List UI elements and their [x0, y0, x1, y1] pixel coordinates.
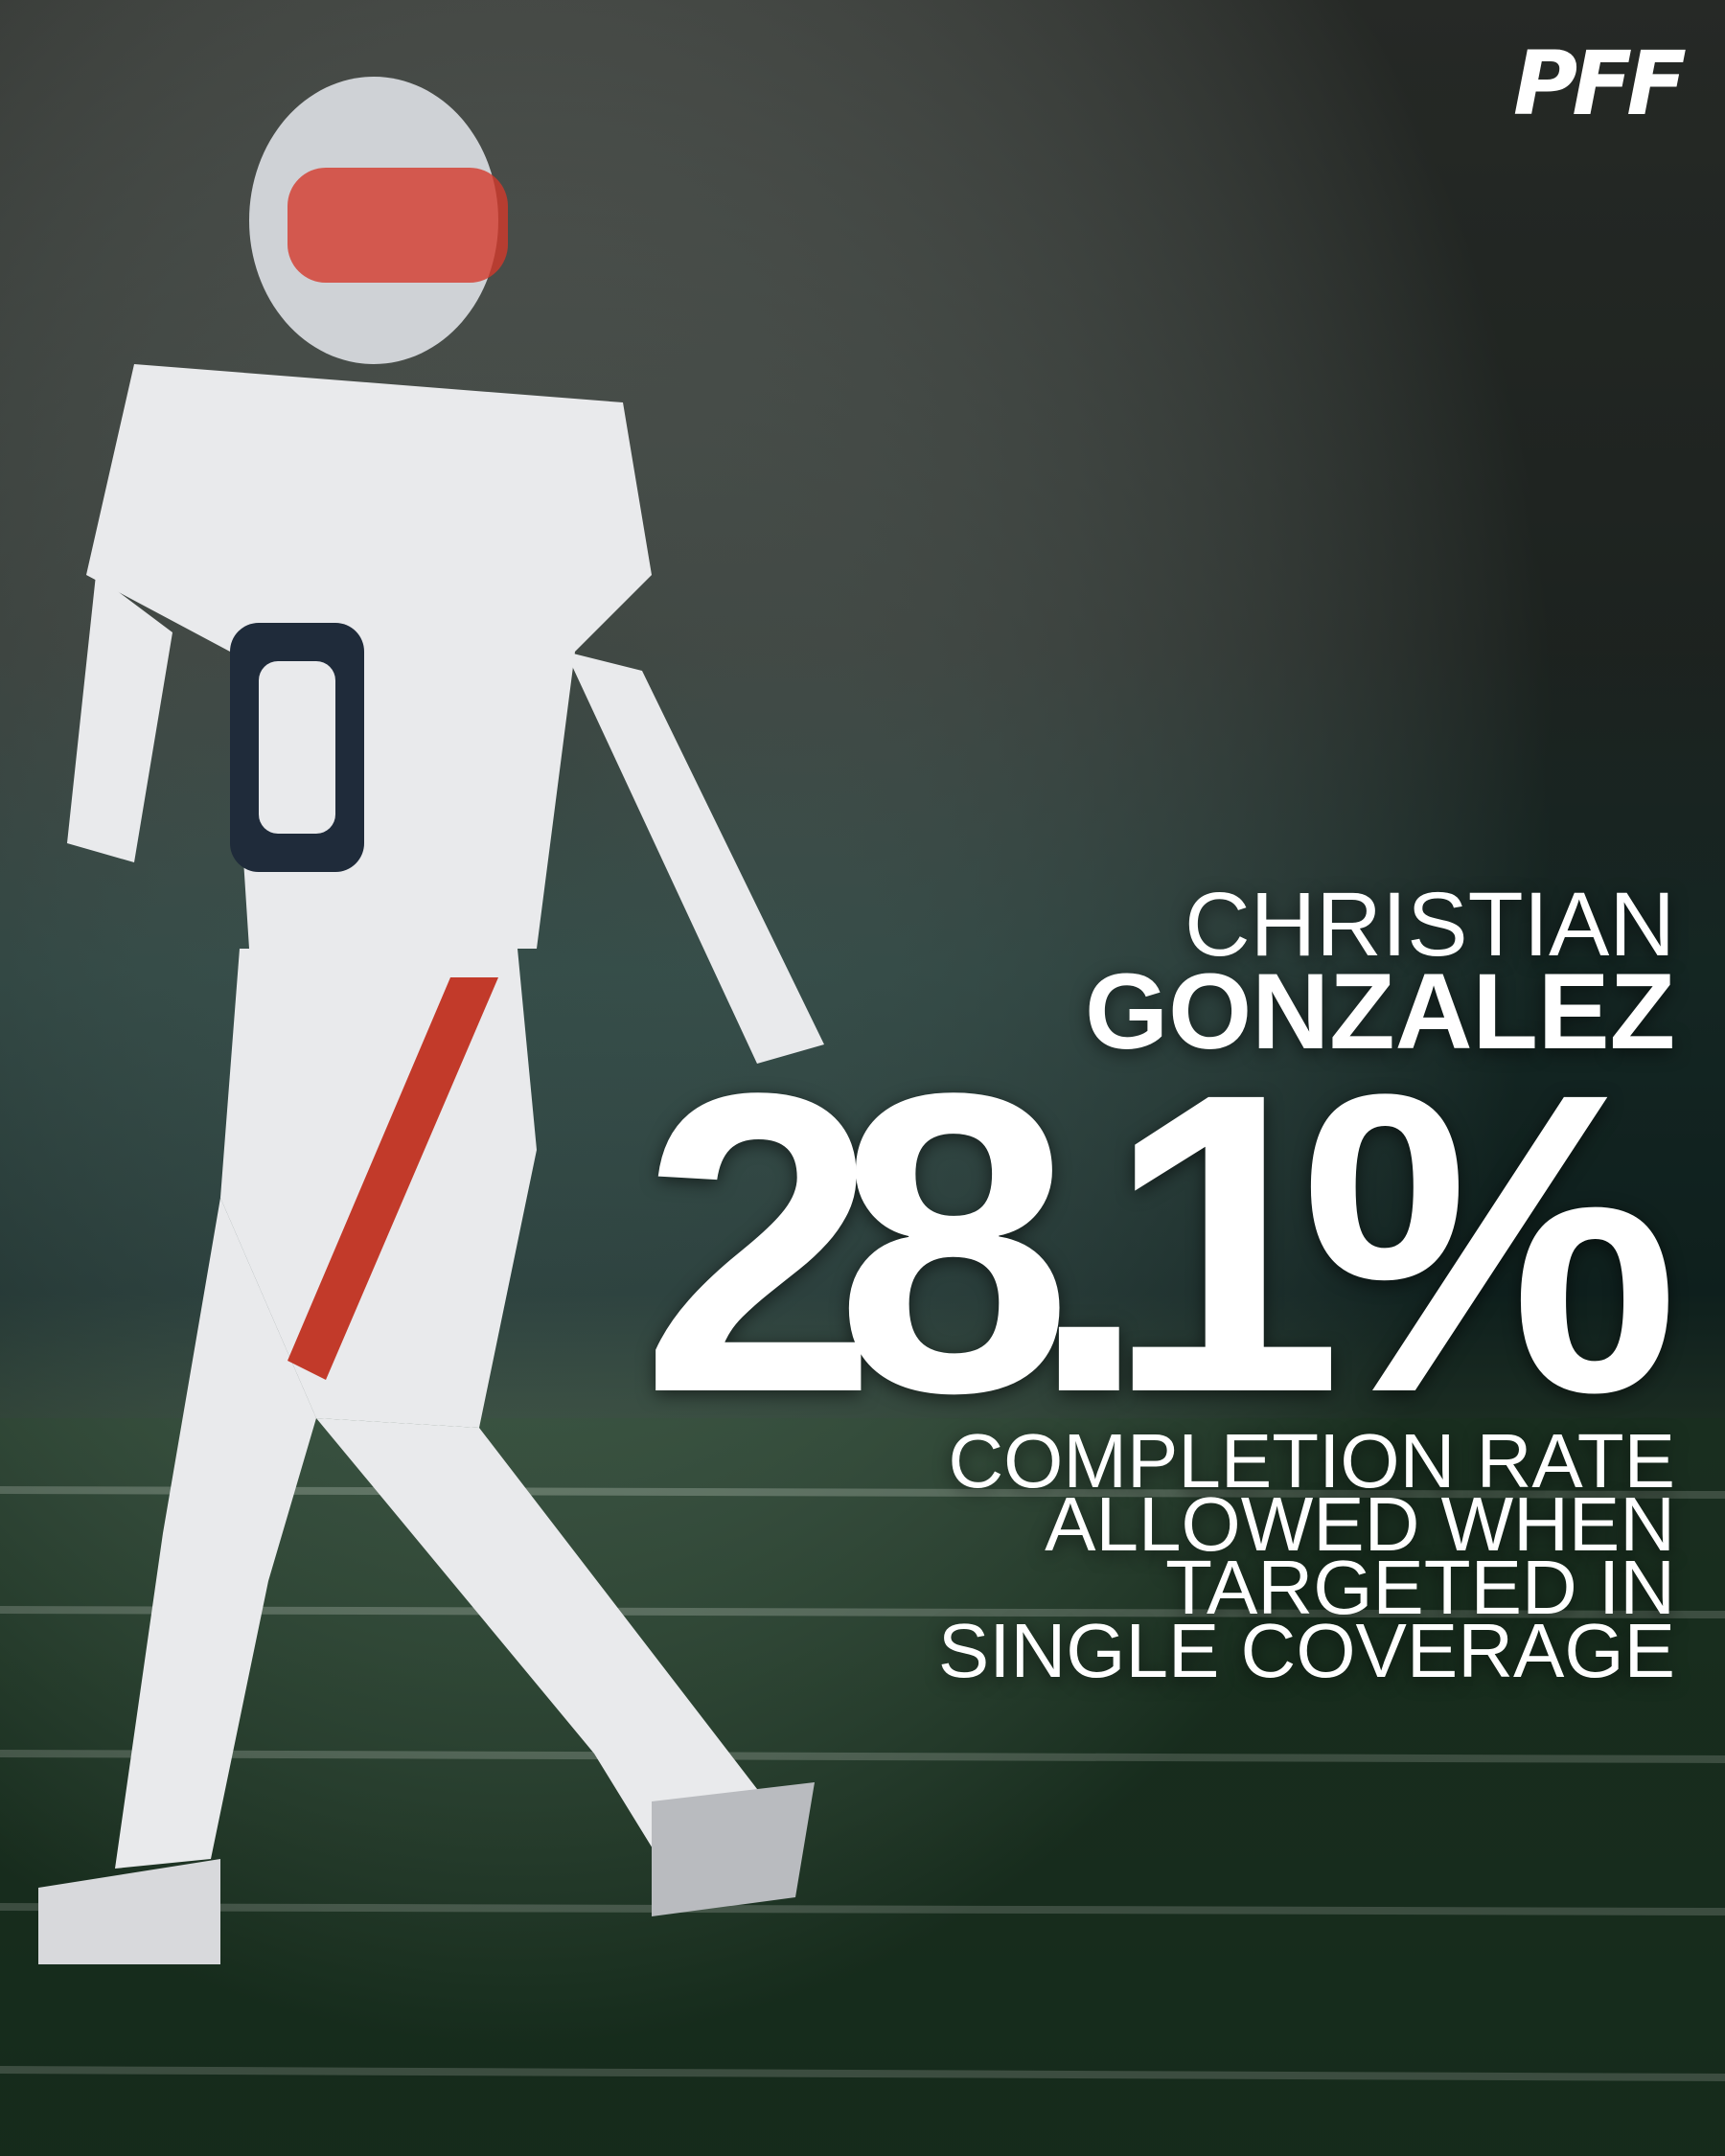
stat-value: 28.1%	[640, 1005, 1680, 1481]
description-line: ALLOWED WHEN	[1045, 1481, 1675, 1567]
description-line: COMPLETION RATE	[948, 1418, 1675, 1503]
logo: PFF	[1512, 33, 1687, 135]
description-line: TARGETED IN	[1165, 1545, 1675, 1630]
stat-description: COMPLETION RATE ALLOWED WHEN TARGETED IN SI…	[937, 1418, 1675, 1693]
description-line: SINGLE COVERAGE	[937, 1608, 1675, 1693]
last-name: GONZALEZ	[1085, 952, 1675, 1071]
first-name: CHRISTIAN	[1184, 874, 1675, 975]
